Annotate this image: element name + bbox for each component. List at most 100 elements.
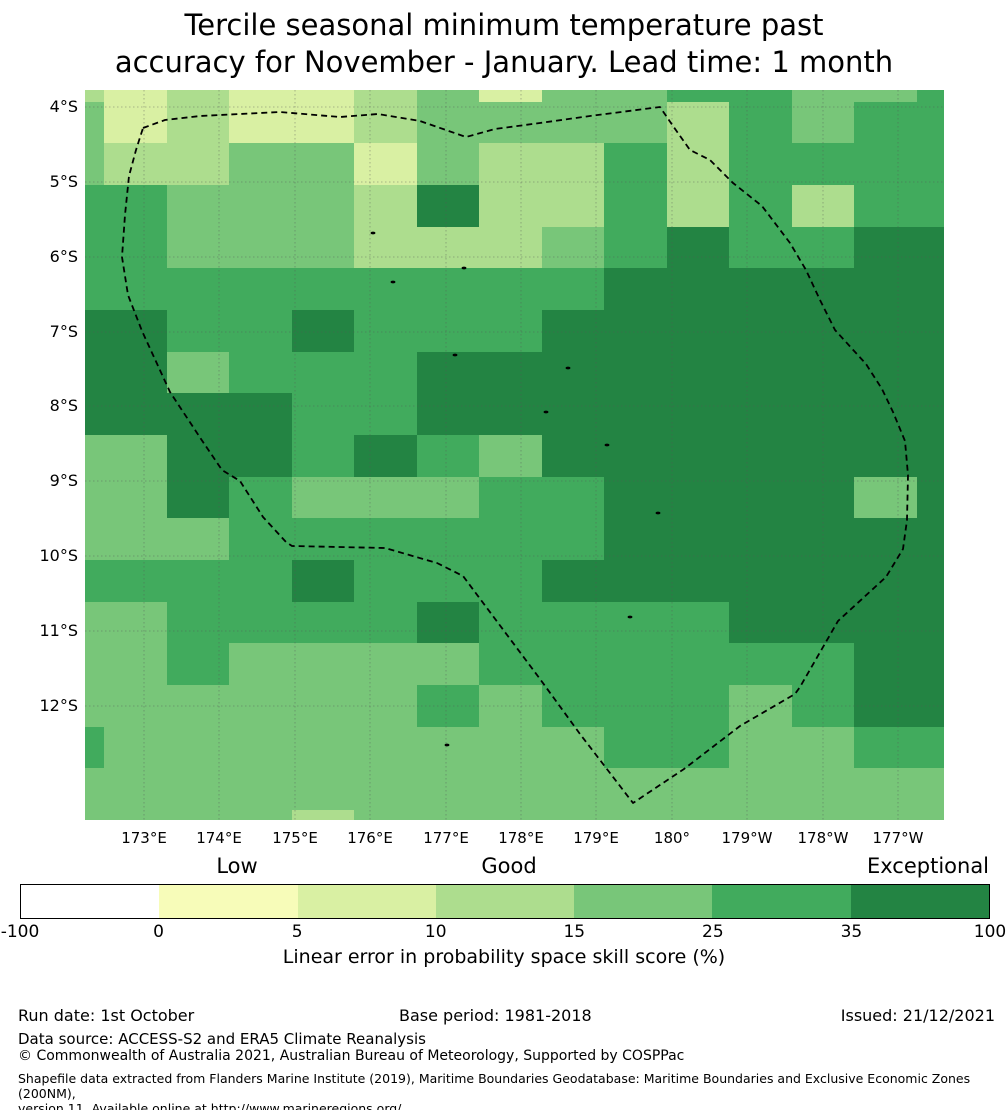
map-cell [85,143,105,186]
chart-title-line-2: accuracy for November - January. Lead ti… [114,45,894,79]
map-cell [667,560,730,603]
y-axis-label: 7°S [49,322,78,341]
map-cell [542,768,605,811]
map-cell [292,310,355,353]
map-cell [854,185,918,228]
map-cell [85,102,105,144]
map-cell [85,560,105,603]
map-cell [167,560,230,603]
colorbar-quality-label: Low [216,854,258,878]
map-cell [104,227,168,269]
map-cell [854,685,918,728]
map-cell [104,352,168,394]
map-cell [604,435,668,478]
map-cell [417,393,480,436]
map-cell [917,352,944,394]
map-cell [479,435,543,478]
map-cell [167,643,230,686]
map-cell [104,560,168,603]
map-cell [85,185,105,228]
colorbar-segment [435,885,575,918]
map-cell [667,810,730,820]
map-cell [417,143,480,186]
map-cell [85,727,105,769]
map-cell [604,810,668,820]
colorbar-segment [574,885,713,918]
y-axis-label: 8°S [49,396,78,415]
map-cell [479,143,543,186]
map-cell [542,352,605,394]
map-cell [917,102,944,144]
map-cell [167,518,230,561]
map-cell [167,727,230,769]
map-cell [85,352,105,394]
map-cell [729,560,793,603]
x-axis-label: 179°E [573,829,619,847]
map-cell [292,768,355,811]
chart-title-line-1: Tercile seasonal minimum temperature pas… [184,8,824,42]
map-cell [354,768,418,811]
map-cell [854,352,918,394]
colorbar-tick-label: 0 [153,922,164,942]
map-cell [292,102,355,144]
map-cell [479,90,543,103]
map-cell [667,685,730,728]
map-cell [292,393,355,436]
map-cell [104,185,168,228]
map-cell [729,143,793,186]
run-date: Run date: 1st October [18,1006,195,1025]
colorbar-tick-label: 10 [424,922,447,942]
map-cell [542,643,605,686]
map-cell [85,393,105,436]
map-cell [604,477,668,519]
map-cell [792,352,855,394]
map-cell [229,477,293,519]
map-cell [354,143,418,186]
map-cell [854,643,918,686]
map-cell [292,477,355,519]
map-cell [167,685,230,728]
map-cell [604,643,668,686]
map-cell [104,393,168,436]
map-cell [354,435,418,478]
map-cell [542,185,605,228]
x-axis-label: 177°E [423,829,469,847]
map-cell [604,227,668,269]
map-cell [479,602,543,644]
colorbar [20,884,990,919]
map-cell [917,643,944,686]
map-cell [604,602,668,644]
map-cell [479,768,543,811]
map-cell [854,90,918,103]
map-cell [104,727,168,769]
map-cell [792,185,855,228]
map-cell [479,518,543,561]
map-cell [417,768,480,811]
shapefile-note-line-1: Shapefile data extracted from Flanders M… [18,1071,971,1101]
map-cell [792,643,855,686]
map-cell [729,352,793,394]
y-axis-label: 4°S [49,97,78,116]
map-cell [729,810,793,820]
x-axis-label: 175°E [272,829,318,847]
map-cell [667,90,730,103]
map-cell [417,518,480,561]
map-cell [104,435,168,478]
x-axis-label: 178°W [797,829,849,847]
map-cell [229,393,293,436]
map-cell [917,727,944,769]
map-cell [667,310,730,353]
map-cell [667,727,730,769]
map-cell [729,643,793,686]
map-cell [729,393,793,436]
map-cell [792,393,855,436]
map-cell [229,768,293,811]
map-cell [542,435,605,478]
map-cell [542,560,605,603]
map-cell [479,268,543,311]
map-cell [229,643,293,686]
y-axis-label: 6°S [49,247,78,266]
map-cell [479,810,543,820]
map-cell [104,90,168,103]
map-cell [229,185,293,228]
